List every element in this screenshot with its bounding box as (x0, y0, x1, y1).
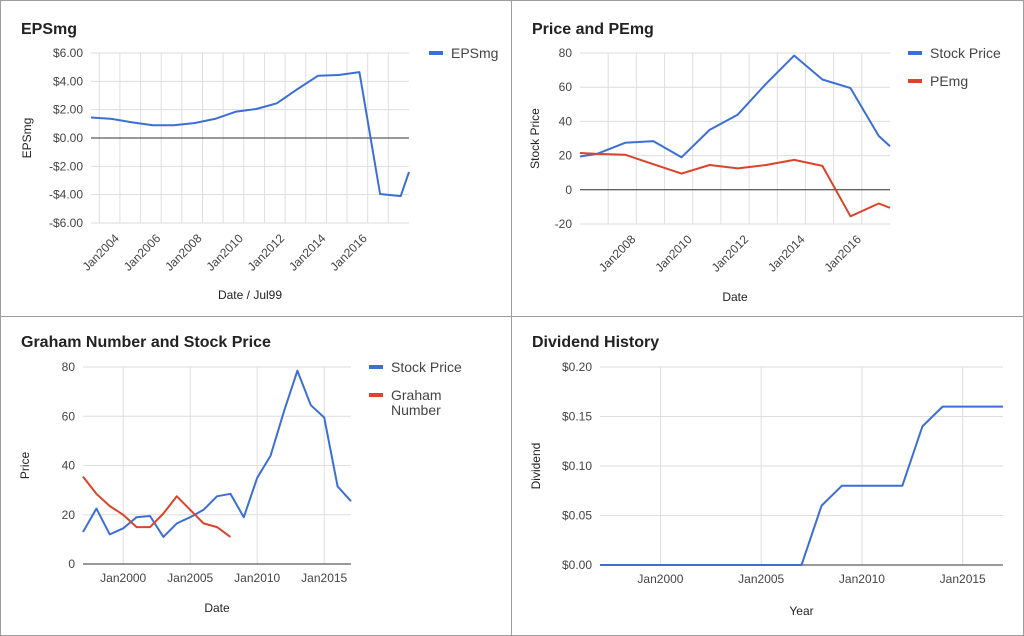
series-line-0 (90, 71, 410, 198)
x-tick-label: Jan2010 (839, 572, 885, 586)
x-tick-label: Jan2015 (940, 572, 986, 586)
x-tick-label: Jan2016 (327, 231, 370, 274)
y-tick-label: 60 (62, 409, 76, 423)
x-axis-label: Year (789, 604, 813, 618)
y-tick-label: 40 (559, 114, 573, 128)
x-tick-label: Jan2008 (596, 232, 639, 275)
y-tick-label: $4.00 (53, 74, 83, 88)
chart-panel-price-pemg: Price and PEmg 80 60 40 20 0 -20 Jan2008 Jan2010… (511, 0, 1024, 318)
x-tick-label: Jan2006 (121, 231, 164, 274)
x-tick-label: Jan2012 (709, 232, 752, 275)
x-tick-label: Jan2004 (80, 231, 123, 274)
series-line-1 (82, 475, 231, 538)
y-axis-label: Stock Price (528, 108, 542, 169)
x-tick-label: Jan2005 (167, 571, 213, 585)
x-tick-label: Jan2000 (637, 572, 683, 586)
legend-label: Stock Price (391, 359, 462, 375)
y-tick-label: 0 (68, 557, 75, 571)
y-tick-label: $6.00 (53, 46, 83, 60)
x-tick-label: Jan2010 (203, 231, 246, 274)
chart-title: EPSmg (21, 21, 77, 38)
chart-panel-dividend-history: Dividend History $0.20 $0.15 $0.10 $0.05 $0.0… (511, 316, 1024, 636)
y-tick-label: -$2.00 (49, 159, 83, 173)
legend-label: PEmg (930, 73, 968, 89)
chart-panel-graham-number: Graham Number and Stock Price 80 60 40 20 0 Ja… (0, 316, 513, 636)
x-axis-label: Date / Jul99 (218, 288, 282, 302)
series-line-0 (600, 405, 1003, 566)
graham-number-chart-svg: Graham Number and Stock Price 80 60 40 20 0 Ja… (18, 334, 462, 615)
y-tick-label: 0 (565, 183, 572, 197)
legend-label: EPSmg (451, 45, 498, 61)
x-tick-label: Jan2000 (100, 571, 146, 585)
x-tick-label: Jan2016 (821, 232, 864, 275)
series-line-0 (579, 54, 891, 159)
dividend-history-chart-svg: Dividend History $0.20 $0.15 $0.10 $0.05 $0.0… (529, 334, 1003, 618)
y-tick-label: $0.10 (562, 459, 592, 473)
y-tick-label: 40 (62, 459, 76, 473)
legend-label: Number (391, 402, 441, 418)
y-tick-label: $0.15 (562, 410, 592, 424)
y-tick-label: $0.00 (562, 558, 592, 572)
y-tick-label: $0.05 (562, 509, 592, 523)
y-tick-label: 60 (559, 80, 573, 94)
x-tick-label: Jan2014 (286, 231, 329, 274)
x-tick-label: Jan2012 (245, 231, 288, 274)
y-tick-label: -$6.00 (49, 216, 83, 230)
y-tick-label: $0.00 (53, 131, 83, 145)
legend-label: Stock Price (930, 45, 1001, 61)
chart-title: Graham Number and Stock Price (21, 334, 271, 351)
y-tick-label: -20 (555, 217, 573, 231)
y-tick-label: $0.20 (562, 360, 592, 374)
price-pemg-chart-svg: Price and PEmg 80 60 40 20 0 -20 Jan2008 Jan2010… (528, 21, 1001, 304)
y-tick-label: -$4.00 (49, 188, 83, 202)
epsmg-chart-svg: EPSmg $6.00 $4.00 $2.00 $0.00 -$2.00 -$4.00 -$6… (20, 21, 498, 302)
x-tick-label: Jan2014 (765, 232, 808, 275)
y-tick-label: 80 (62, 360, 76, 374)
x-axis-label: Date (722, 290, 748, 304)
chart-title: Dividend History (532, 334, 659, 351)
y-axis-label: Dividend (529, 443, 543, 490)
x-tick-label: Jan2008 (162, 231, 205, 274)
x-axis-label: Date (204, 601, 230, 615)
chart-title: Price and PEmg (532, 21, 654, 38)
x-tick-label: Jan2005 (738, 572, 784, 586)
series-line-1 (579, 152, 891, 218)
y-tick-label: 20 (559, 149, 573, 163)
chart-panel-epsmg: EPSmg $6.00 $4.00 $2.00 $0.00 -$2.00 -$4.00 -$6… (0, 0, 513, 318)
legend-label: Graham (391, 387, 442, 403)
y-tick-label: 80 (559, 46, 573, 60)
x-tick-label: Jan2015 (301, 571, 347, 585)
y-axis-label: EPSmg (20, 118, 34, 159)
y-tick-label: $2.00 (53, 103, 83, 117)
x-tick-label: Jan2010 (652, 232, 695, 275)
series-line-0 (82, 369, 352, 538)
x-tick-label: Jan2010 (234, 571, 280, 585)
y-tick-label: 20 (62, 508, 76, 522)
y-axis-label: Price (18, 452, 32, 480)
